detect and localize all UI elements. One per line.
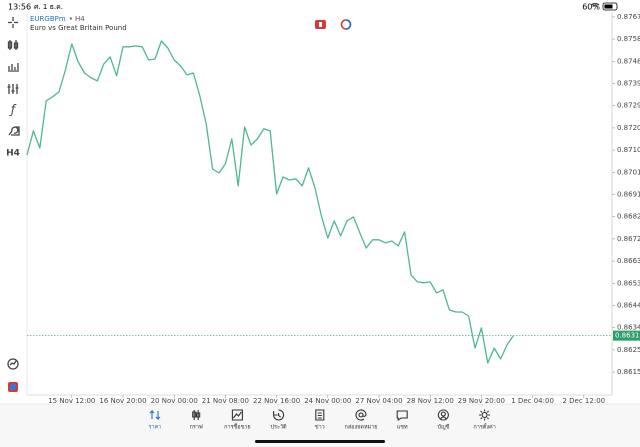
y-tick-label: 0.87105 (617, 146, 640, 154)
status-date: ศ. 1 ธ.ค. (34, 3, 63, 11)
objects-tool[interactable] (8, 126, 20, 136)
nav-item[interactable]: การซื้อขาย (224, 409, 251, 431)
y-tick-label: 0.86345 (617, 324, 640, 332)
trade-button[interactable] (7, 358, 19, 370)
indicators-tool[interactable] (8, 63, 19, 72)
y-tick-label: 0.86725 (617, 235, 640, 243)
symbol-timeframe: • H4 (69, 15, 86, 23)
wifi-icon (590, 2, 600, 8)
nav-icon (355, 409, 367, 421)
nav-icon (437, 409, 449, 421)
nav-label: ราคา (149, 425, 162, 431)
y-tick-label: 0.86915 (617, 191, 640, 199)
battery-icon (602, 2, 618, 11)
nav-label: ข่าว (315, 425, 325, 431)
nav-item[interactable]: แชท (396, 410, 408, 431)
nav-icon (231, 409, 243, 421)
y-tick-label: 0.87295 (617, 102, 640, 110)
x-tick-label: 20 Nov 00:00 (151, 397, 198, 405)
buy-glyph (345, 19, 352, 30)
nav-icon (273, 409, 285, 421)
nav-icon (315, 409, 325, 421)
nav-icon (192, 410, 201, 420)
nav-item[interactable]: การตั้งค่า (473, 409, 496, 431)
x-tick-label: 16 Nov 20:00 (99, 397, 146, 405)
x-tick-label: 29 Nov 20:00 (458, 397, 505, 405)
x-tick-label: 27 Nov 04:00 (355, 397, 402, 405)
timeframe-button[interactable]: H4 (6, 149, 20, 159)
nav-label: กราฟ (190, 424, 203, 431)
x-tick-label: 24 Nov 00:00 (304, 397, 351, 405)
crosshair-tool[interactable] (8, 17, 18, 28)
trade-button-glyph (9, 360, 17, 366)
x-tick-label: 2 Dec 12:00 (562, 397, 605, 405)
x-tick-label: 1 Dec 04:00 (511, 397, 554, 405)
nav-label: การซื้อขาย (224, 423, 250, 431)
current-price-label: 0.86311 (615, 332, 640, 340)
nav-item[interactable]: กราฟ (190, 410, 203, 431)
status-time: 13:56 (8, 3, 31, 12)
y-tick-label: 0.87675 (617, 13, 640, 21)
y-tick-label: 0.86155 (617, 368, 640, 376)
nav-label: กล่องจดหมาย (344, 425, 377, 431)
settings-tool[interactable] (7, 84, 19, 94)
nav-label: แชท (397, 424, 408, 431)
home-indicator (255, 440, 385, 443)
nav-item[interactable]: ข่าว (315, 409, 325, 431)
symbol: EURGBPm (30, 15, 66, 23)
nav-label: บัญชี (437, 424, 449, 431)
nav-icon (479, 409, 491, 421)
price-line (26, 40, 514, 364)
x-tick-label: 21 Nov 08:00 (202, 397, 249, 405)
x-tick-label: 15 Nov 12:00 (48, 397, 95, 405)
y-tick-label: 0.87485 (617, 57, 640, 65)
function-tool[interactable]: ƒ (9, 103, 17, 117)
battery-level (604, 4, 613, 9)
chart-type-tool[interactable] (7, 40, 19, 50)
y-tick-label: 0.86535 (617, 279, 640, 287)
nav-item[interactable]: ประวัติ (271, 409, 287, 431)
bottom-nav (0, 404, 640, 447)
nav-icon (396, 410, 408, 422)
nav-item[interactable]: กล่องจดหมาย (344, 409, 378, 431)
nav-label: ประวัติ (271, 424, 287, 431)
chart-header: EURGBPm • H4 Euro vs Great Britain Pound (30, 15, 352, 32)
x-tick-label: 22 Nov 16:00 (253, 397, 300, 405)
symbol-description: Euro vs Great Britain Pound (30, 24, 127, 32)
current-price-tag (613, 330, 640, 341)
one-click-glyph (10, 384, 16, 390)
left-toolbar: ƒ H4 (6, 17, 20, 392)
nav-label: การตั้งค่า (473, 423, 495, 431)
status-battery: 60% (582, 3, 600, 12)
nav-item[interactable]: บัญชี (437, 409, 450, 431)
x-tick-label: 28 Nov 12:00 (407, 397, 454, 405)
nav-item[interactable]: ราคา (149, 409, 162, 431)
sell-glyph (319, 22, 322, 27)
nav-icon (149, 409, 161, 421)
